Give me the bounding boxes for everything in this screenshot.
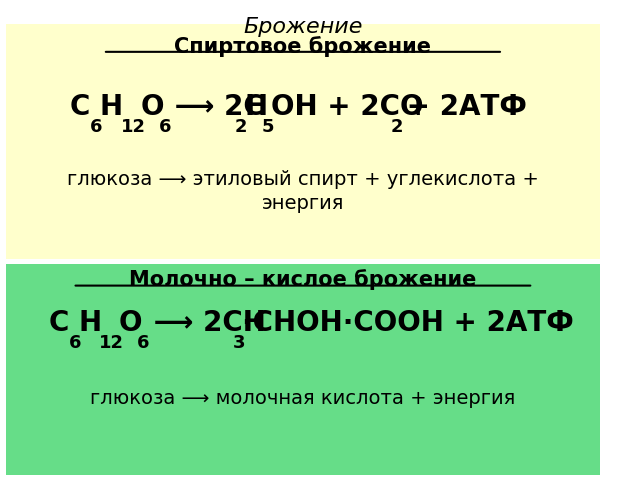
Text: 3: 3 bbox=[233, 334, 246, 352]
Text: H: H bbox=[100, 93, 123, 121]
Text: ⟶ 2C: ⟶ 2C bbox=[165, 93, 264, 121]
Text: глюкоза ⟶ молочная кислота + энергия: глюкоза ⟶ молочная кислота + энергия bbox=[90, 389, 516, 408]
Text: Молочно – кислое брожение: Молочно – кислое брожение bbox=[129, 269, 477, 290]
Text: 6: 6 bbox=[159, 118, 172, 136]
Text: 6: 6 bbox=[90, 118, 102, 136]
Text: O: O bbox=[119, 309, 142, 337]
Text: Брожение: Брожение bbox=[243, 17, 363, 37]
Text: H: H bbox=[244, 93, 268, 121]
Text: 12: 12 bbox=[120, 118, 145, 136]
Text: C: C bbox=[70, 93, 90, 121]
Text: энергия: энергия bbox=[262, 194, 344, 214]
Text: 2: 2 bbox=[234, 118, 247, 136]
Text: глюкоза ⟶ этиловый спирт + углекислота +: глюкоза ⟶ этиловый спирт + углекислота + bbox=[67, 170, 539, 190]
Text: 12: 12 bbox=[99, 334, 124, 352]
Text: + 2АТФ: + 2АТФ bbox=[397, 93, 527, 121]
Text: 5: 5 bbox=[262, 118, 274, 136]
Text: O: O bbox=[141, 93, 164, 121]
Text: ⟶ 2CH: ⟶ 2CH bbox=[143, 309, 266, 337]
Text: 6: 6 bbox=[137, 334, 149, 352]
Text: OH + 2CO: OH + 2CO bbox=[271, 93, 423, 121]
Text: H: H bbox=[79, 309, 102, 337]
FancyBboxPatch shape bbox=[6, 24, 600, 259]
FancyBboxPatch shape bbox=[6, 264, 600, 475]
Text: 6: 6 bbox=[68, 334, 81, 352]
Text: ·CHOH·COOH + 2АТФ: ·CHOH·COOH + 2АТФ bbox=[243, 309, 574, 337]
Text: 2: 2 bbox=[391, 118, 403, 136]
Text: C: C bbox=[49, 309, 69, 337]
Text: Спиртовое брожение: Спиртовое брожение bbox=[175, 36, 431, 57]
